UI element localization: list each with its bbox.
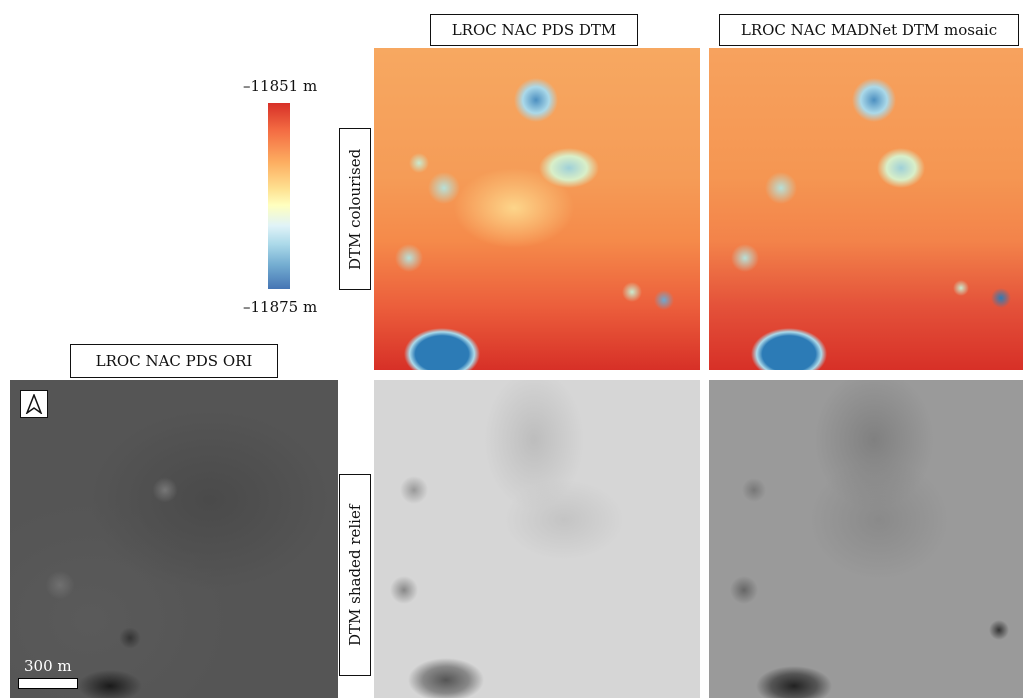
scalebar [18,678,78,689]
ori-image-panel: 300 m [10,380,338,698]
colorbar [268,103,290,289]
madnet-dtm-shaded-relief-panel [709,380,1023,698]
pds-dtm-shaded-relief-panel [374,380,700,698]
row-label-dtm-colourised: DTM colourised [339,128,371,290]
column-label-pds-dtm: LROC NAC PDS DTM [430,14,638,46]
column-label-pds-ori: LROC NAC PDS ORI [70,344,278,378]
legend-max-label: –11851 m [243,77,318,95]
row-label-dtm-shaded-relief: DTM shaded relief [339,474,371,676]
madnet-dtm-colourised-panel [709,48,1023,370]
north-arrow-icon [20,390,48,418]
pds-dtm-colourised-panel [374,48,700,370]
scalebar-label: 300 m [24,657,72,675]
column-label-madnet-mosaic: LROC NAC MADNet DTM mosaic [719,14,1019,46]
legend-min-label: –11875 m [243,298,318,316]
